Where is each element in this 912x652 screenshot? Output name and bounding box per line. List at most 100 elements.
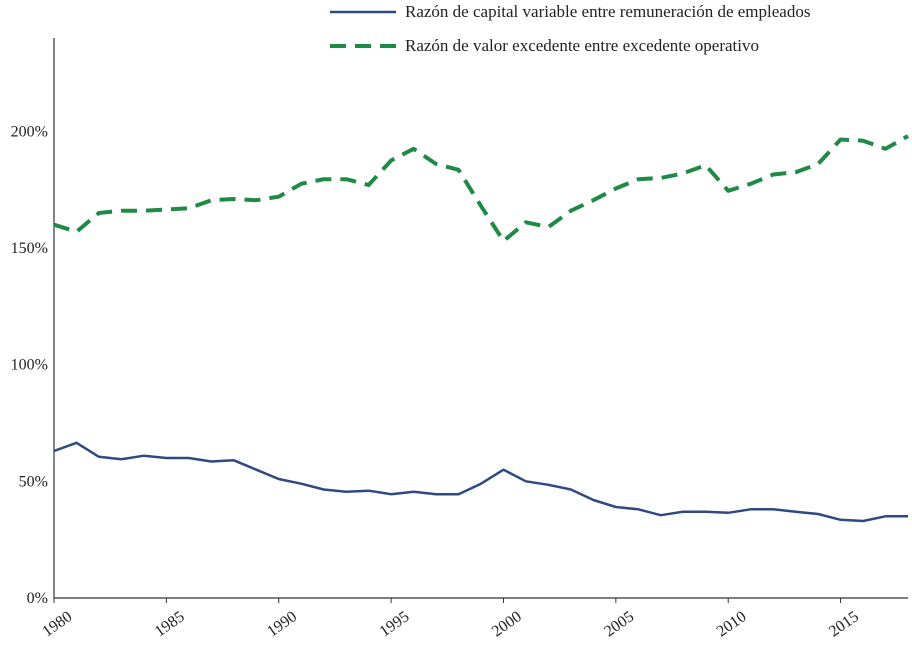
data-point [480,483,482,485]
data-point [525,480,527,482]
data-point [278,478,280,480]
x-tick-label: 2005 [601,608,637,640]
data-point [76,442,78,444]
x-tick-label: 2000 [489,608,525,640]
data-point [840,519,842,521]
data-point [682,172,684,174]
data-point [345,491,347,493]
data-point [120,210,122,212]
data-point [143,455,145,457]
y-tick-label: 50% [19,473,48,490]
data-point [390,160,392,162]
data-point [233,198,235,200]
data-point [255,469,257,471]
data-point [772,174,774,176]
x-tick-label: 1985 [152,608,188,640]
legend-label: Razón de valor excedente entre excedente… [405,36,759,55]
data-point [570,210,572,212]
data-point [143,210,145,212]
data-point [817,163,819,165]
data-point [345,178,347,180]
data-point [592,499,594,501]
x-axis-ticks: 1980 1985 1990 1995 2000 2005 2010 2015 [39,598,862,640]
data-point [53,450,55,452]
data-point [682,511,684,513]
data-point [637,508,639,510]
data-point [413,491,415,493]
data-point [188,457,190,459]
data-point [615,506,617,508]
y-tick-label: 0% [27,590,48,607]
data-point [53,224,55,226]
data-point [458,169,460,171]
data-point [705,511,707,513]
data-point [862,520,864,522]
data-point [98,456,100,458]
data-point [907,515,909,517]
data-point [98,212,100,214]
data-point [885,148,887,150]
x-tick-label: 1990 [264,608,300,640]
legend: Razón de capital variable entre remunera… [330,2,810,55]
data-point [840,139,842,141]
data-point [660,177,662,179]
y-axis-ticks: 0% 50% 100% 150% 200% [11,123,48,607]
data-point [547,484,549,486]
series-line-2 [53,134,909,243]
data-point [165,457,167,459]
data-point [368,184,370,186]
data-point [907,135,909,137]
data-point [750,508,752,510]
axes [53,38,908,599]
data-point [210,199,212,201]
data-point [300,183,302,185]
data-point [120,458,122,460]
data-point [165,209,167,211]
data-point [503,240,505,242]
data-point [278,196,280,198]
y-tick-label: 200% [11,123,48,140]
data-point [862,140,864,142]
data-point [233,459,235,461]
data-point [368,490,370,492]
series-lines [53,134,909,523]
data-point [390,493,392,495]
data-point [817,513,819,515]
data-point [525,221,527,223]
data-point [188,207,190,209]
data-point [480,205,482,207]
data-point [592,199,594,201]
x-tick-label: 2010 [714,608,750,640]
data-point [323,489,325,491]
data-point [503,469,505,471]
data-point [750,183,752,185]
data-point [210,461,212,463]
data-point [458,493,460,495]
x-tick-label: 1995 [377,608,413,640]
data-point [300,483,302,485]
data-point [795,171,797,173]
y-tick-label: 150% [11,240,48,257]
data-point [435,163,437,165]
data-point [570,489,572,491]
data-point [76,231,78,233]
data-point [435,493,437,495]
data-point [795,511,797,513]
data-point [727,512,729,514]
data-point [413,148,415,150]
x-tick-label: 1980 [39,608,75,640]
y-tick-label: 100% [11,357,48,374]
data-point [637,178,639,180]
data-point [615,188,617,190]
data-point [660,514,662,516]
legend-label: Razón de capital variable entre remunera… [405,2,810,21]
data-point [255,199,257,201]
series-line-1 [53,441,908,523]
data-point [547,226,549,228]
data-point [772,508,774,510]
data-point [323,178,325,180]
data-point [705,164,707,166]
data-point [727,190,729,192]
data-point [885,515,887,517]
